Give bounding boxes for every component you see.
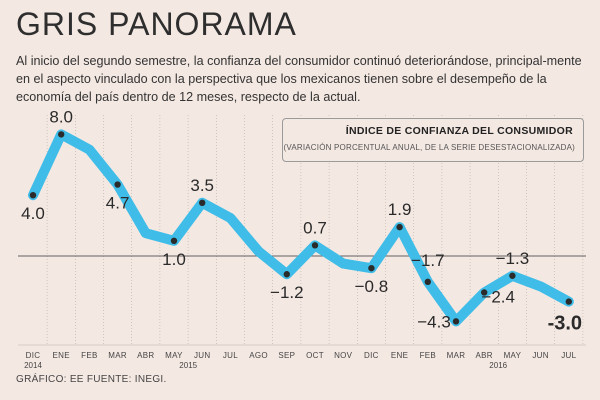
x-tick-label: MAY	[165, 351, 183, 360]
x-tick-label: JUL	[223, 351, 238, 360]
data-label: 8.0	[49, 107, 73, 126]
data-label: −1.3	[496, 249, 530, 268]
data-label: 1.0	[162, 250, 186, 269]
data-point-marker	[283, 271, 290, 278]
x-tick-label: JUN	[194, 351, 210, 360]
data-label: −2.4	[481, 287, 515, 306]
data-label: 4.7	[106, 194, 130, 213]
data-point-marker	[565, 298, 572, 305]
data-point-marker	[29, 192, 37, 199]
x-tick-label: NOV	[334, 351, 353, 360]
year-label: 2015	[179, 361, 197, 370]
data-label: 1.9	[388, 200, 412, 219]
data-label: −4.3	[417, 312, 451, 331]
legend-title: ÍNDICE DE CONFIANZA DEL CONSUMIDOR	[345, 125, 573, 137]
data-point-marker	[114, 181, 121, 188]
x-tick-label: MAR	[447, 351, 466, 360]
x-tick-label: ENE	[391, 351, 408, 360]
legend-subtitle: (VARIACIÓN PORCENTUAL ANUAL, DE LA SERIE…	[283, 143, 575, 152]
legend-box: ÍNDICE DE CONFIANZA DEL CONSUMIDOR (VARI…	[282, 118, 584, 162]
data-label: −1.7	[411, 251, 445, 270]
data-label-layer: 4.0 8.0 4.7 1.0 3.5 −1.2 0.7 −0.8 1.9 −1.7 −4.3 −2.…	[21, 107, 582, 334]
x-tick-label: SEP	[278, 351, 295, 360]
x-tick-label: ABR	[137, 351, 154, 360]
x-tick-label: MAY	[504, 351, 522, 360]
year-label: 2016	[489, 361, 507, 370]
x-tick-label: OCT	[306, 351, 324, 360]
page-title: GRIS PANORAMA	[16, 6, 297, 42]
data-label: 0.7	[303, 218, 327, 237]
x-tick-label: FEB	[420, 351, 436, 360]
data-point-marker	[396, 223, 403, 231]
data-point-marker	[170, 237, 178, 244]
data-label: 3.5	[190, 176, 214, 195]
series-line-layer	[28, 129, 574, 327]
data-label: −1.2	[270, 283, 304, 302]
x-axis-layer: DIC ENE FEB MAR ABR MAY JUN JUL AGO SEP OCT NOV DIC E…	[24, 351, 576, 370]
series-line	[28, 129, 574, 327]
chart-subtitle: Al inicio del segundo semestre, la confi…	[16, 54, 582, 104]
x-tick-label: FEB	[81, 351, 97, 360]
x-tick-label: JUL	[561, 351, 576, 360]
data-label: 4.0	[21, 204, 45, 223]
year-label: 2014	[24, 361, 42, 370]
data-point-marker	[199, 199, 206, 206]
data-label: -3.0	[548, 313, 582, 335]
x-tick-label: AGO	[249, 351, 268, 360]
marker-layer	[29, 131, 572, 325]
data-point-marker	[509, 272, 516, 279]
data-point-marker	[311, 242, 319, 249]
x-tick-label: MAR	[108, 351, 127, 360]
x-tick-label: ABR	[476, 351, 493, 360]
source-credit: GRÁFICO: EE FUENTE: INEGI.	[16, 374, 167, 385]
data-point-marker	[58, 131, 65, 138]
x-tick-label: DIC	[364, 351, 379, 360]
data-label: −0.8	[355, 277, 389, 296]
data-point-marker	[424, 278, 431, 286]
data-point-marker	[452, 318, 460, 325]
x-tick-label: ENE	[53, 351, 70, 360]
x-tick-label: JUN	[532, 351, 548, 360]
data-point-marker	[481, 289, 488, 296]
x-tick-label: DIC	[26, 351, 41, 360]
data-point-marker	[368, 264, 375, 272]
